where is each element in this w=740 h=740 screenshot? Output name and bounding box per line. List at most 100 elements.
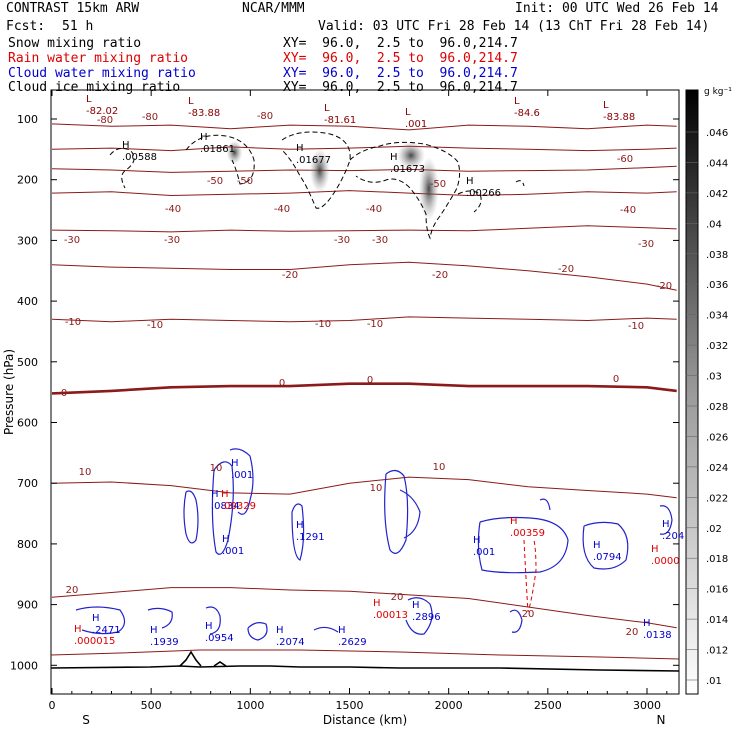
maximum-marker: H [205, 621, 213, 632]
contour-label: -10 [628, 321, 644, 332]
temperature-contour [51, 145, 677, 152]
cloud-ice-contour [349, 141, 461, 240]
maximum-value: .2629 [338, 637, 367, 648]
contour-label: 10 [370, 483, 383, 494]
cloud-water-contour [313, 626, 339, 633]
maximum-marker: H [412, 600, 420, 611]
maximum-marker: H [338, 625, 346, 636]
cloud-water-contour [582, 521, 629, 570]
cloud-water-contour [205, 606, 221, 635]
temperature-contour [51, 476, 677, 499]
y-tick-label: 100 [17, 113, 38, 126]
y-tick-label: 700 [17, 477, 38, 490]
contour-label: -60 [617, 154, 633, 165]
cloud-water-contour [539, 498, 551, 511]
maximum-marker: H [296, 143, 304, 154]
init-time: Init: 00 UTC Wed 26 Feb 14 [515, 1, 719, 16]
valid-time: Valid: 03 UTC Fri 28 Feb 14 (13 ChT Fri … [318, 19, 710, 34]
colorbar-tick-label: .03 [706, 372, 722, 383]
forecast-label: Fcst: [6, 19, 46, 34]
snow-shading [226, 140, 243, 165]
colorbar [685, 89, 699, 695]
maximum-value: .00013 [373, 610, 408, 621]
colorbar-unit: g kg⁻¹ [704, 87, 732, 97]
maximum-marker: H [231, 458, 239, 469]
maximum-value: .01861 [200, 144, 235, 155]
colorbar-tick-label: .022 [706, 493, 728, 504]
colorbar-tick-label: .026 [706, 432, 728, 443]
cloud-ice-contour [109, 147, 135, 189]
maximum-value: .001 [473, 547, 495, 558]
temperature-contour [51, 587, 677, 629]
maximum-marker: H [221, 489, 229, 500]
colorbar-tick-label: .044 [706, 158, 728, 169]
minimum-marker: L [603, 100, 609, 111]
y-tick-label: 300 [17, 234, 38, 247]
cloud-water-contour [399, 489, 421, 539]
contour-label: -10 [367, 319, 383, 330]
maximum-marker: H [276, 625, 284, 636]
cloud-water-contour [183, 490, 199, 544]
colorbar-tick-label: .014 [706, 615, 728, 626]
minimum-value: -83.88 [188, 108, 220, 119]
minimum-marker: L [514, 96, 520, 107]
chart-title: CONTRAST 15km ARW [6, 1, 140, 16]
maximum-value: .204 [662, 531, 684, 542]
maximum-value: .2896 [412, 612, 441, 623]
field-cloudice-xy: XY= 96.0, 2.5 to 96.0,214.7 [283, 80, 518, 95]
contour-label: -20 [432, 270, 448, 281]
maximum-marker: H [593, 540, 601, 551]
cloud-ice-contour [515, 180, 525, 187]
maximum-value: .00329 [221, 501, 256, 512]
contour-label: -30 [638, 239, 654, 250]
field-cloudwater-name: Cloud water mixing ratio [8, 66, 196, 81]
contour-label: 10 [79, 467, 92, 478]
contour-label: 0 [613, 374, 619, 385]
terrain-peak [179, 650, 227, 667]
temperature-contour [51, 190, 677, 197]
colorbar-tick-label: .042 [706, 189, 728, 200]
x-tick-label: 500 [141, 699, 162, 712]
cloud-water-contour [477, 516, 569, 574]
cloud-water-contour [247, 622, 268, 641]
maximum-marker: H [390, 152, 398, 163]
contour-label: -10 [65, 317, 81, 328]
contour-label: -10 [315, 319, 331, 330]
colorbar-tick-label: .034 [706, 311, 728, 322]
field-cloudwater-xy: XY= 96.0, 2.5 to 96.0,214.7 [283, 66, 518, 81]
cloud-ice-contour [185, 134, 255, 185]
temperature-contour [51, 165, 677, 173]
y-tick-label: 1000 [10, 659, 38, 672]
x-tick-label: 1000 [236, 699, 264, 712]
contour-label: -20 [282, 270, 298, 281]
x-axis-label: Distance (km) [323, 713, 407, 727]
center-name: NCAR/MMM [242, 1, 305, 16]
colorbar-tick-label: .016 [706, 585, 728, 596]
minimum-value: -83.88 [603, 112, 635, 123]
contour-label: -50 [430, 179, 446, 190]
minimum-value: -81.61 [324, 115, 356, 126]
maximum-marker: H [466, 176, 474, 187]
colorbar-tick-label: .036 [706, 280, 728, 291]
field-rain-name: Rain water mixing ratio [8, 51, 189, 66]
minimum-value: .001 [405, 119, 427, 130]
maximum-value: .000015 [74, 636, 115, 647]
contour-label: -80 [142, 112, 158, 123]
y-tick-label: 200 [17, 174, 38, 187]
north-endpoint: N [657, 713, 666, 727]
contour-label: 20 [626, 627, 639, 638]
maximum-marker: H [643, 618, 651, 629]
temperature-contour [51, 382, 677, 395]
colorbar-tick-label: .028 [706, 402, 728, 413]
maximum-marker: H [92, 613, 100, 624]
maximum-marker: H [200, 132, 208, 143]
maximum-value: .0954 [205, 633, 234, 644]
cloud-water-contour [291, 503, 305, 561]
surface-isotherm [51, 649, 679, 660]
colorbar-tick-label: .018 [706, 554, 728, 565]
maximum-value: .1291 [296, 532, 325, 543]
contour-label: -30 [334, 235, 350, 246]
contour-label: 10 [433, 462, 446, 473]
temperature-contour [51, 225, 677, 233]
